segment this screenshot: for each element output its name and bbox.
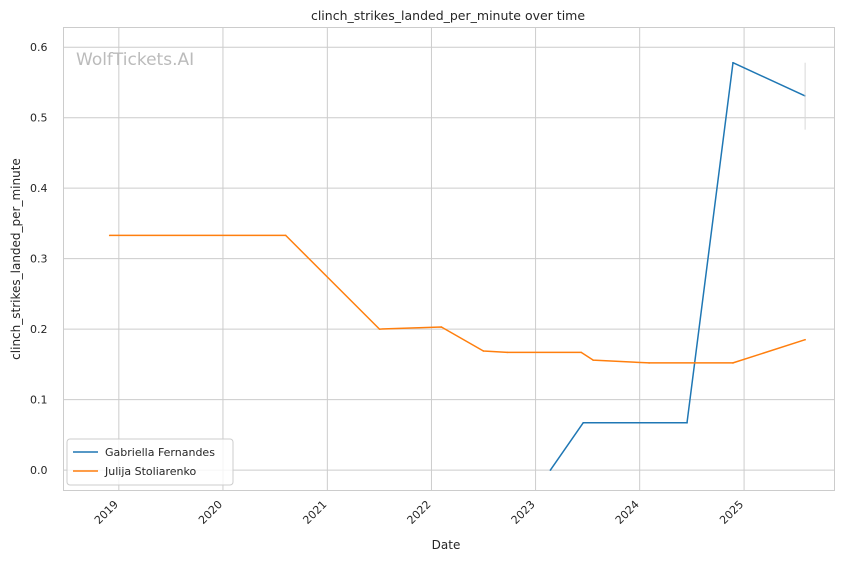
- data-point: [592, 359, 594, 361]
- y-tick-label: 0.4: [30, 182, 48, 195]
- data-point: [732, 362, 734, 364]
- legend-box: [66, 438, 234, 486]
- legend-label: Julija Stoliarenko: [104, 465, 196, 478]
- y-axis-label: clinch_strikes_landed_per_minute: [9, 158, 23, 360]
- data-point: [582, 422, 585, 424]
- data-point: [440, 326, 443, 328]
- watermark: WolfTickets.AI: [76, 50, 194, 70]
- data-point: [686, 422, 688, 424]
- y-tick-label: 0.2: [30, 323, 48, 336]
- y-tick-label: 0.0: [30, 464, 48, 477]
- data-point: [648, 362, 650, 364]
- y-tick-label: 0.5: [30, 112, 48, 125]
- legend: Gabriella Fernandes Julija Stoliarenko: [66, 438, 234, 486]
- data-point: [482, 350, 485, 352]
- data-point: [506, 351, 509, 354]
- series-layer: [108, 61, 806, 471]
- data-point: [108, 234, 111, 237]
- data-point: [580, 351, 583, 354]
- data-point: [284, 234, 287, 237]
- grid-lines: [63, 27, 835, 491]
- y-tick-label: 0.3: [30, 253, 48, 266]
- y-tick-label: 0.1: [30, 394, 48, 407]
- chart-title: clinch_strikes_landed_per_minute over ti…: [311, 8, 585, 23]
- data-point: [378, 328, 381, 330]
- legend-label: Gabriella Fernandes: [105, 446, 215, 459]
- data-point: [732, 61, 734, 64]
- x-axis-label: Date: [432, 538, 461, 552]
- data-point: [804, 338, 806, 341]
- plot-frame: [63, 27, 835, 491]
- y-tick-label: 0.6: [30, 41, 48, 54]
- data-point: [549, 469, 552, 471]
